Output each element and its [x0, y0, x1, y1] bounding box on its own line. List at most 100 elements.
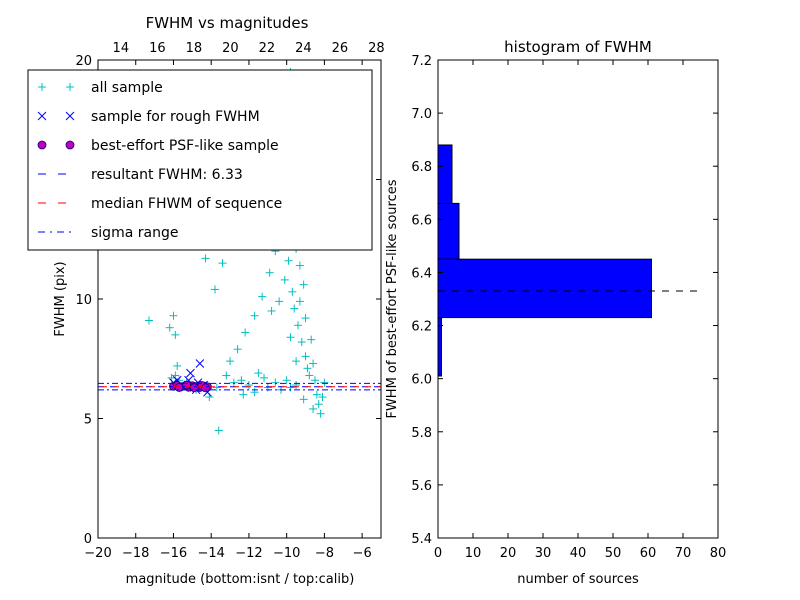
scatter-x-tick-label: −14	[197, 546, 224, 561]
legend-entry: resultant FWHM: 6.33	[38, 167, 243, 183]
scatter-reference-lines	[98, 382, 381, 391]
histogram-y-tick-label: 5.6	[411, 479, 432, 494]
rough-sample-point	[195, 359, 205, 368]
psf-sample-point	[201, 383, 210, 393]
histogram-y-axis-label: FWHM of best-effort PSF-like sources	[385, 179, 400, 418]
scatter-top-tick-label: 28	[368, 41, 385, 56]
all-sample-point	[241, 328, 250, 337]
all-sample-point	[310, 376, 319, 385]
all-sample-point	[171, 330, 180, 339]
all-sample-point	[295, 261, 304, 270]
all-sample-point	[309, 404, 318, 413]
all-sample-point	[250, 311, 259, 320]
legend-entry: all sample	[38, 80, 163, 96]
all-sample-point	[226, 357, 235, 366]
histogram-panel: histogram of FWHM 0 10 20 30 40 50 60 70 80 5.45…	[385, 38, 726, 587]
all-sample-point	[254, 369, 263, 378]
all-sample-point	[288, 287, 297, 296]
histogram-bar	[437, 144, 453, 204]
histogram-x-tick-label: 20	[500, 546, 517, 561]
legend-marker-circle	[37, 140, 47, 150]
all-sample-point	[301, 314, 310, 323]
all-sample-point	[258, 292, 267, 301]
histogram-x-tick-label: 40	[570, 546, 587, 561]
scatter-x-tick-label: −16	[160, 546, 187, 561]
histogram-y-tick-label: 6.0	[411, 373, 432, 388]
scatter-y-tick-label: 10	[75, 293, 92, 308]
legend-marker-x-b	[65, 111, 75, 121]
scatter-x-tick-label: −12	[235, 546, 262, 561]
all-sample-point	[297, 338, 306, 347]
all-sample-point	[314, 400, 323, 409]
all-sample-point	[295, 297, 304, 306]
all-sample-point	[212, 383, 221, 392]
scatter-top-tick-label: 22	[259, 41, 276, 56]
all-sample-point	[229, 378, 238, 387]
histogram-x-axis-label: number of sources	[517, 572, 639, 587]
scatter-top-tick-label: 16	[149, 41, 166, 56]
histogram-y-tick-label: 6.8	[411, 160, 432, 175]
all-sample-point	[271, 378, 280, 387]
all-sample-point	[244, 381, 253, 390]
histogram-y-tick-label: 6.4	[411, 266, 432, 281]
all-sample-point	[309, 359, 318, 368]
histogram-y-ticks: 5.4 5.6 5.8 6.0 6.2 6.4 6.6 6.8 7.0 7.2	[411, 54, 718, 547]
all-sample-point	[280, 275, 289, 284]
histogram-title: histogram of FWHM	[504, 38, 652, 56]
histogram-y-tick-label: 6.2	[411, 320, 432, 335]
histogram-bar	[437, 202, 460, 260]
all-sample-point	[299, 395, 308, 404]
all-sample-point	[320, 378, 329, 387]
x-stroke-b	[186, 368, 195, 378]
scatter-legend: all sample sample for rough FWHM best-effo…	[27, 69, 373, 251]
legend-entry: sigma range	[38, 225, 178, 241]
legend-label: all sample	[91, 80, 163, 96]
all-sample-point	[282, 376, 291, 385]
all-sample-point	[210, 285, 219, 294]
all-sample-point	[312, 390, 321, 399]
all-sample-point	[260, 373, 269, 382]
all-sample-point	[267, 306, 276, 315]
psf-sample-point	[174, 383, 184, 392]
histogram-x-tick-label: 70	[675, 546, 692, 561]
all-sample-point	[265, 268, 274, 277]
legend-box	[27, 69, 373, 251]
all-sample-point	[144, 316, 153, 325]
all-sample-point	[165, 323, 174, 332]
all-sample-point	[169, 311, 178, 320]
scatter-y-tick-label: 0	[84, 532, 92, 547]
histogram-x-tick-label: 50	[605, 546, 622, 561]
all-sample-point	[233, 345, 242, 354]
scatter-x-tick-label: −18	[122, 546, 149, 561]
legend-label: median FHWM of sequence	[91, 196, 282, 212]
all-sample-point	[292, 381, 301, 390]
scatter-panel: FWHM vs magnitudes 14 16 18 20 22 24 26 28 −20−…	[27, 14, 385, 587]
scatter-x-tick-label: −10	[273, 546, 300, 561]
histogram-y-tick-label: 7.0	[411, 107, 432, 122]
histogram-x-tick-label: 30	[535, 546, 552, 561]
legend-entry: best-effort PSF-like sample	[37, 138, 279, 154]
histogram-x-tick-label: 80	[710, 546, 727, 561]
scatter-top-tick-label: 24	[295, 41, 312, 56]
psf-sample-point	[182, 380, 192, 390]
all-sample-point	[214, 426, 223, 435]
scatter-top-tick-label: 26	[332, 41, 349, 56]
all-sample-point	[284, 256, 293, 265]
all-sample-point	[293, 321, 302, 330]
legend-label: resultant FWHM: 6.33	[91, 167, 243, 183]
scatter-title: FWHM vs magnitudes	[146, 14, 309, 32]
all-sample-point	[307, 335, 316, 344]
all-sample-point	[301, 352, 310, 361]
rough-sample-point	[186, 368, 195, 378]
all-sample-point	[222, 371, 231, 380]
histogram-y-tick-label: 5.8	[411, 426, 432, 441]
scatter-y-axis-label: FWHM (pix)	[53, 261, 68, 336]
all-sample-point	[305, 371, 314, 380]
all-sample-point	[290, 304, 299, 313]
histogram-y-tick-label: 5.4	[411, 532, 432, 547]
scatter-y-tick-label: 20	[75, 54, 92, 69]
legend-entry: median FHWM of sequence	[38, 196, 282, 212]
histogram-x-ticks: 0 10 20 30 40 50 60 70 80	[434, 60, 726, 561]
legend-marker-circle	[65, 140, 75, 150]
scatter-x-tick-label: −8	[315, 546, 334, 561]
